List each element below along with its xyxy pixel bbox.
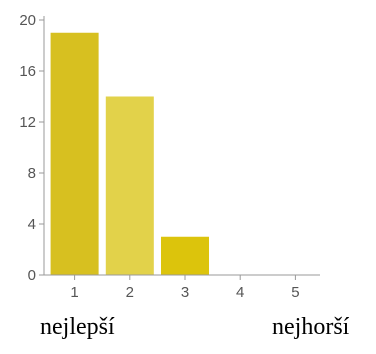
y-tick-label: 20 [19, 12, 36, 29]
y-tick-label: 4 [28, 216, 36, 233]
bars [50, 32, 210, 275]
y-tick-label: 16 [19, 63, 36, 80]
x-tick-label: 5 [291, 284, 299, 300]
best-label: nejlepší [40, 314, 115, 340]
x-tick-label: 3 [181, 284, 189, 300]
y-tick-label: 0 [28, 267, 36, 284]
bar [160, 236, 210, 275]
y-axis: 0 4 8 12 16 20 [19, 12, 45, 284]
y-tick-label: 12 [19, 114, 36, 131]
y-tick-label: 8 [28, 165, 36, 182]
x-axis: 1 2 3 4 5 [44, 274, 320, 300]
x-tick-label: 1 [70, 284, 78, 300]
x-tick-label: 4 [236, 284, 244, 300]
worst-label: nejhorší [272, 314, 350, 340]
bar [50, 32, 99, 275]
bar [105, 96, 154, 275]
x-tick-label: 2 [126, 284, 134, 300]
